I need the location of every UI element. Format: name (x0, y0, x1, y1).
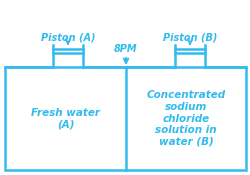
Text: Piston (A): Piston (A) (40, 32, 95, 42)
Text: Fresh water
(A): Fresh water (A) (31, 108, 100, 129)
Text: Concentrated
sodium
chloride
solution in
water (B): Concentrated sodium chloride solution in… (146, 90, 225, 147)
Bar (5, 67, 245, 170)
Text: 8PM: 8PM (114, 44, 137, 54)
Text: Piston (B): Piston (B) (162, 32, 216, 42)
